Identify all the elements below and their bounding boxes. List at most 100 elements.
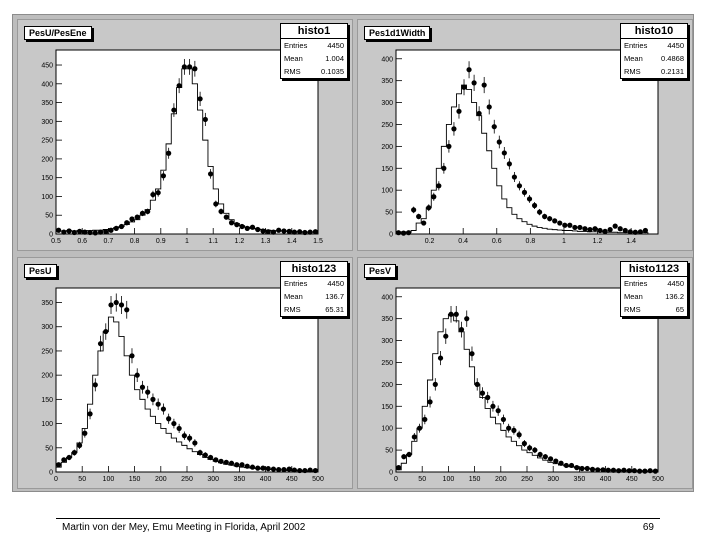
histogram-plot-4: 0 50 100 150 200 250 300 350 400 0 50 100 150 200 250 3… xyxy=(381,287,664,483)
data-point xyxy=(92,382,98,388)
data-point xyxy=(187,64,193,70)
data-point xyxy=(521,440,527,447)
data-point xyxy=(572,224,578,231)
data-point xyxy=(82,430,88,436)
y-tick-label: 350 xyxy=(381,78,393,85)
stats-mean-value: 0.4868 xyxy=(661,54,684,63)
y-tick-label: 400 xyxy=(41,81,53,88)
data-point xyxy=(281,466,287,473)
stats-entries-label: Entries xyxy=(284,279,308,288)
data-point xyxy=(411,434,417,440)
data-point xyxy=(71,229,77,236)
stats-mean-label: Mean xyxy=(284,54,303,63)
data-point xyxy=(286,466,292,472)
data-point xyxy=(479,390,486,396)
data-point xyxy=(542,213,548,220)
data-point xyxy=(500,416,507,423)
stats-mean-label: Mean xyxy=(624,54,643,63)
y-tick-label: 0 xyxy=(389,470,393,477)
y-tick-label: 100 xyxy=(41,421,53,428)
data-point xyxy=(607,227,613,233)
data-point xyxy=(432,381,438,387)
data-point xyxy=(87,411,93,417)
data-point xyxy=(202,452,208,458)
y-tick-label: 200 xyxy=(381,382,393,389)
stats-box: histo1123 Entries 4450 Mean 136.2 RMS 65 xyxy=(620,261,688,317)
data-point xyxy=(490,403,496,409)
y-tick-label: 350 xyxy=(381,316,393,323)
data-point xyxy=(461,84,467,90)
data-point xyxy=(97,229,104,235)
data-point xyxy=(536,209,543,215)
data-point xyxy=(506,425,512,431)
data-point xyxy=(469,351,475,357)
histogram-title: PesU xyxy=(24,264,57,278)
data-point xyxy=(464,316,470,322)
data-point xyxy=(642,468,648,474)
y-tick-label: 150 xyxy=(381,166,393,173)
data-point xyxy=(600,467,606,473)
stats-name: histo10 xyxy=(621,24,687,39)
data-point xyxy=(82,229,88,235)
stats-name: histo123 xyxy=(281,262,347,277)
data-point xyxy=(139,384,146,390)
data-point xyxy=(239,462,245,468)
data-point xyxy=(129,353,135,359)
x-tick-label: 0.4 xyxy=(458,238,468,245)
data-point xyxy=(76,442,83,448)
y-tick-label: 250 xyxy=(41,348,53,355)
y-tick-label: 50 xyxy=(385,210,393,217)
x-tick-label: 0.9 xyxy=(156,238,166,245)
x-tick-label: 350 xyxy=(574,476,586,483)
data-point xyxy=(223,214,229,220)
data-point xyxy=(103,229,109,235)
y-tick-label: 300 xyxy=(41,324,53,331)
x-tick-label: 300 xyxy=(207,476,219,483)
data-point xyxy=(516,183,523,189)
data-point xyxy=(496,139,502,145)
data-point xyxy=(160,173,167,179)
data-point xyxy=(255,465,261,471)
data-point xyxy=(612,223,618,229)
stats-entries-label: Entries xyxy=(624,279,648,288)
data-point xyxy=(626,468,632,474)
stats-rms-value: 65 xyxy=(675,305,684,314)
data-point xyxy=(587,227,593,233)
y-tick-label: 300 xyxy=(41,119,53,126)
data-point xyxy=(553,458,559,464)
y-tick-label: 200 xyxy=(41,156,53,163)
x-tick-label: 0.6 xyxy=(77,238,87,245)
data-point xyxy=(552,218,558,224)
x-tick-label: 0.5 xyxy=(51,238,61,245)
stats-rms-value: 0.1035 xyxy=(321,67,344,76)
x-tick-label: 250 xyxy=(521,476,533,483)
data-point xyxy=(281,228,287,234)
data-point xyxy=(92,230,98,236)
data-point xyxy=(495,408,501,414)
data-point xyxy=(176,425,182,432)
data-point xyxy=(632,229,638,235)
data-point xyxy=(166,150,172,156)
data-point xyxy=(176,83,182,89)
x-tick-label: 1.2 xyxy=(235,238,245,245)
data-point xyxy=(145,389,151,395)
data-point xyxy=(218,458,224,464)
data-point xyxy=(207,171,214,177)
data-point xyxy=(302,467,308,474)
x-tick-label: 0.8 xyxy=(525,238,535,245)
data-point xyxy=(595,467,601,473)
y-tick-label: 450 xyxy=(41,63,53,70)
y-tick-label: 100 xyxy=(381,426,393,433)
data-point xyxy=(458,327,465,333)
data-point xyxy=(547,216,553,222)
stats-entries-value: 4450 xyxy=(327,41,344,50)
x-tick-label: 1 xyxy=(562,238,566,245)
data-point xyxy=(276,466,282,473)
data-point xyxy=(66,228,72,234)
histogram-line xyxy=(395,313,659,472)
stats-entries-label: Entries xyxy=(624,41,648,50)
data-point xyxy=(481,82,487,88)
stats-rms-value: 65.31 xyxy=(325,305,344,314)
histogram-line xyxy=(395,84,649,234)
data-point xyxy=(396,465,402,471)
